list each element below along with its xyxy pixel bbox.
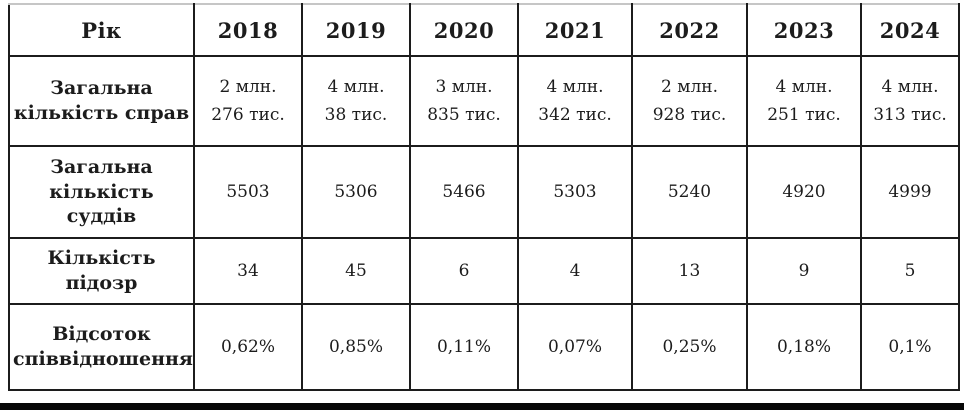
cell-cases-2024: 4 млн. 313 тис. <box>860 55 960 147</box>
cell-percentage-2024: 0,1% <box>860 303 960 391</box>
cell-judges-2023: 4920 <box>746 145 862 239</box>
header-cell-2021: 2021 <box>517 3 633 57</box>
table-row-total-judges: Загальна кількість суддів 5503 5306 5466… <box>8 145 960 239</box>
cell-percentage-2020: 0,11% <box>409 303 519 391</box>
header-cell-2024: 2024 <box>860 3 960 57</box>
statistics-table-container: Рік 2018 2019 2020 2021 2022 2023 2024 З… <box>8 3 960 391</box>
cell-percentage-2021: 0,07% <box>517 303 633 391</box>
row-label-suspicions: Кількість підозр <box>8 237 195 305</box>
cell-judges-2024: 4999 <box>860 145 960 239</box>
cell-suspicions-2021: 4 <box>517 237 633 305</box>
cell-suspicions-2020: 6 <box>409 237 519 305</box>
cell-judges-2022: 5240 <box>631 145 748 239</box>
header-cell-2022: 2022 <box>631 3 748 57</box>
bottom-black-divider <box>0 403 964 410</box>
row-label-total-cases: Загальна кількість справ <box>8 55 195 147</box>
cell-cases-2022: 2 млн. 928 тис. <box>631 55 748 147</box>
cell-percentage-2018: 0,62% <box>193 303 303 391</box>
cell-percentage-2023: 0,18% <box>746 303 862 391</box>
table-header-row: Рік 2018 2019 2020 2021 2022 2023 2024 <box>8 3 960 57</box>
header-cell-2020: 2020 <box>409 3 519 57</box>
cell-suspicions-2023: 9 <box>746 237 862 305</box>
cell-cases-2023: 4 млн. 251 тис. <box>746 55 862 147</box>
header-cell-2018: 2018 <box>193 3 303 57</box>
cell-percentage-2022: 0,25% <box>631 303 748 391</box>
cell-suspicions-2024: 5 <box>860 237 960 305</box>
header-cell-2023: 2023 <box>746 3 862 57</box>
cell-cases-2019: 4 млн. 38 тис. <box>301 55 411 147</box>
cell-cases-2018: 2 млн. 276 тис. <box>193 55 303 147</box>
header-cell-2019: 2019 <box>301 3 411 57</box>
cell-suspicions-2018: 34 <box>193 237 303 305</box>
cell-cases-2020: 3 млн. 835 тис. <box>409 55 519 147</box>
header-cell-year-label: Рік <box>8 3 195 57</box>
judicial-statistics-table: Рік 2018 2019 2020 2021 2022 2023 2024 З… <box>8 3 960 391</box>
row-label-total-judges: Загальна кількість суддів <box>8 145 195 239</box>
cell-suspicions-2022: 13 <box>631 237 748 305</box>
table-row-suspicions: Кількість підозр 34 45 6 4 13 9 5 <box>8 237 960 305</box>
cell-judges-2019: 5306 <box>301 145 411 239</box>
cell-suspicions-2019: 45 <box>301 237 411 305</box>
cell-percentage-2019: 0,85% <box>301 303 411 391</box>
table-row-total-cases: Загальна кількість справ 2 млн. 276 тис.… <box>8 55 960 147</box>
cell-cases-2021: 4 млн. 342 тис. <box>517 55 633 147</box>
cell-judges-2020: 5466 <box>409 145 519 239</box>
cell-judges-2021: 5303 <box>517 145 633 239</box>
cell-judges-2018: 5503 <box>193 145 303 239</box>
row-label-percentage: Відсоток співвідношення <box>8 303 195 391</box>
table-row-percentage: Відсоток співвідношення 0,62% 0,85% 0,11… <box>8 303 960 391</box>
